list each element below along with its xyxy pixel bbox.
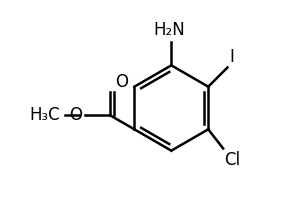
Text: Cl: Cl [224,151,240,169]
Text: I: I [230,48,235,67]
Text: H₂N: H₂N [153,21,185,39]
Text: O: O [69,106,82,124]
Text: H₃C: H₃C [30,106,60,124]
Text: O: O [115,73,128,91]
